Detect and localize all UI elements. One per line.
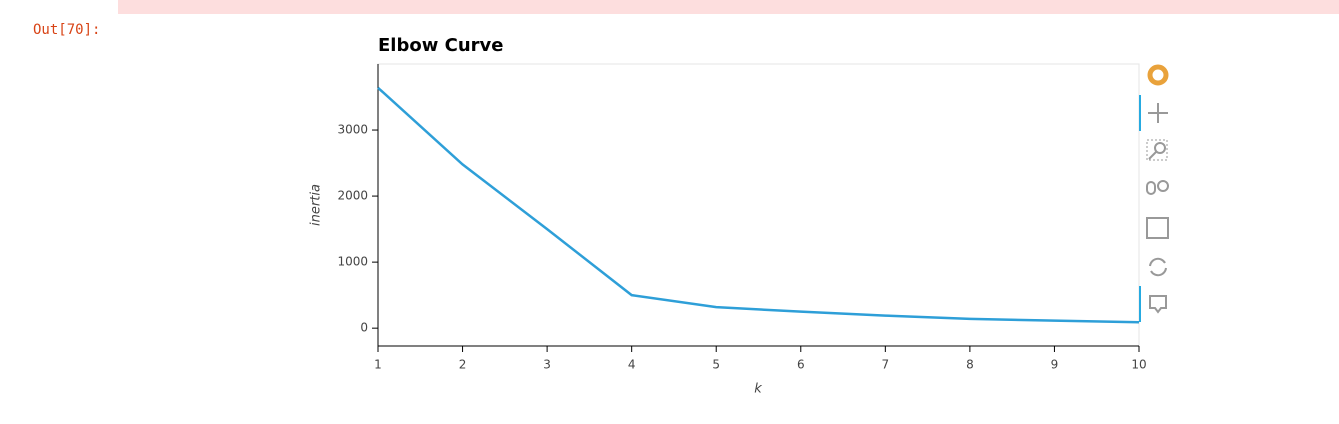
x-tick-label: 5: [712, 358, 720, 372]
x-tick-label: 1: [374, 358, 382, 372]
x-tick-label: 4: [628, 358, 636, 372]
x-tick-label: 10: [1131, 358, 1146, 372]
x-tick-label: 8: [966, 358, 974, 372]
output-prompt: Out[70]:: [33, 22, 101, 38]
y-tick-label: 3000: [337, 123, 368, 137]
x-axis-label: k: [754, 382, 762, 397]
x-tick-label: 2: [459, 358, 467, 372]
chart-title: Elbow Curve: [378, 35, 503, 56]
y-tick-label: 2000: [337, 189, 368, 203]
line: [377, 86, 1140, 324]
x-tick-label: 7: [882, 358, 890, 372]
stderr-output: [118, 0, 1339, 14]
y-tick-label: 1000: [337, 255, 368, 269]
bokeh-logo[interactable]: [1147, 64, 1169, 86]
y-axis-label: inertia: [309, 184, 324, 226]
wheel-zoom-tool[interactable]: [1146, 180, 1169, 195]
hover-tool[interactable]: [1149, 295, 1167, 314]
pan-tool[interactable]: [1148, 103, 1168, 123]
box-zoom-tool[interactable]: [1146, 139, 1168, 161]
x-tick-label: 9: [1051, 358, 1059, 372]
x-tick-label: 3: [543, 358, 551, 372]
x-tick-label: 6: [797, 358, 805, 372]
plot-frame: [377, 63, 1140, 347]
save-tool[interactable]: [1146, 217, 1169, 239]
reset-tool[interactable]: [1149, 257, 1167, 277]
y-tick-label: 0: [360, 321, 368, 335]
toolbar: [1139, 64, 1169, 322]
